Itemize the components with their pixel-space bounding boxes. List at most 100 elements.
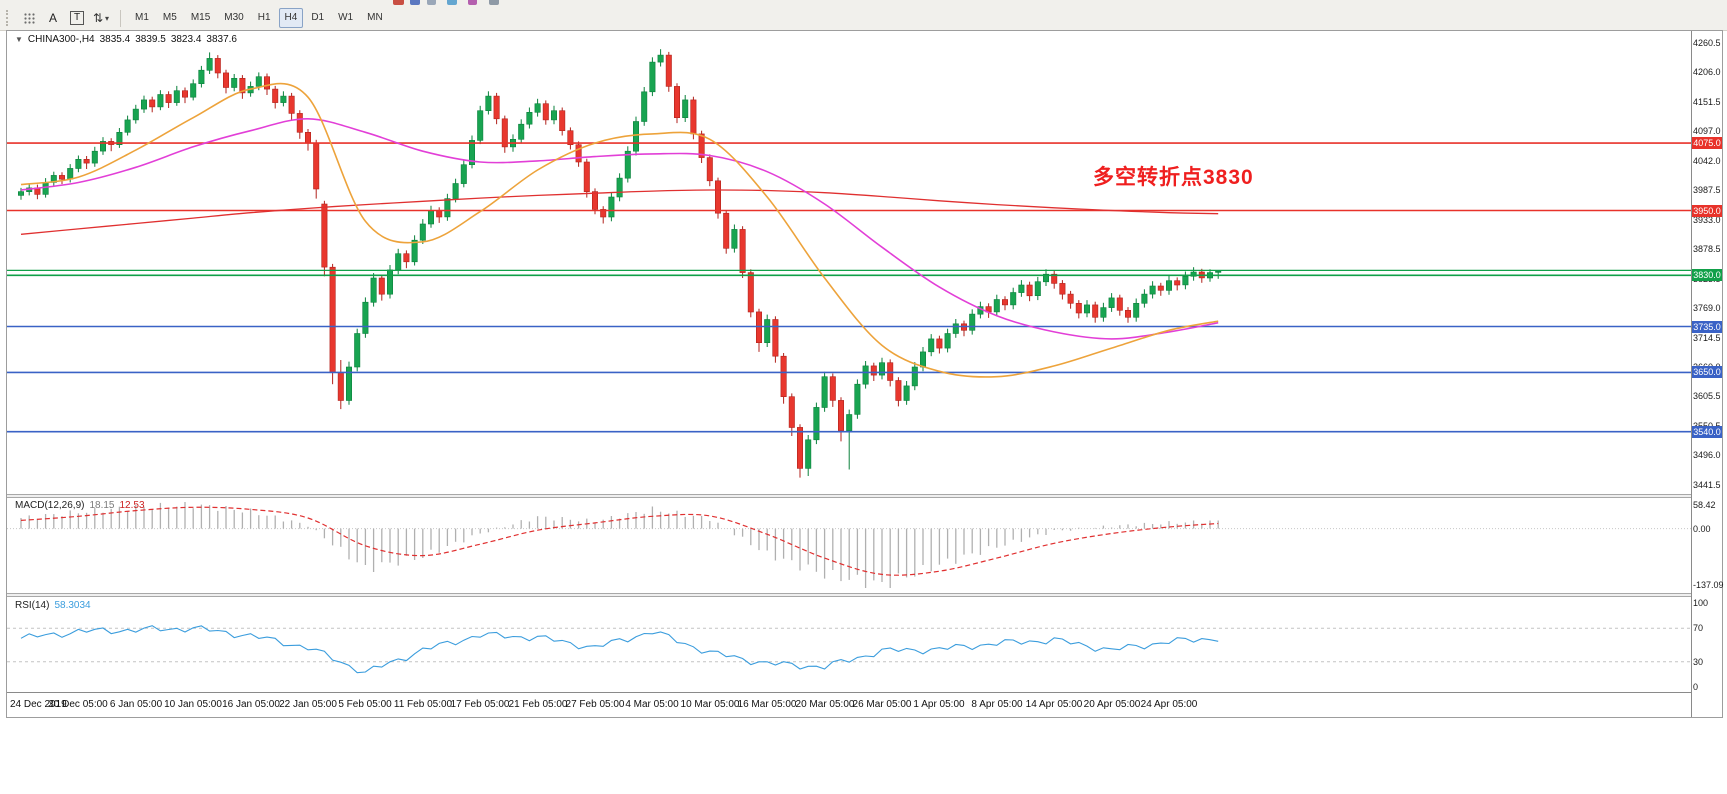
time-tick-label: 30 Dec 05:00	[48, 699, 108, 710]
time-tick-label: 16 Jan 05:00	[222, 699, 280, 710]
horizontal-level-lines[interactable]	[7, 142, 1691, 433]
clipped-toolbar-row	[0, 0, 1727, 6]
cursor-arrows-icon: ⇅	[92, 11, 104, 25]
clipped-icon-fragment	[447, 0, 457, 5]
price-level-badge-3540.0: 3540.0	[1692, 426, 1722, 438]
ma-fast-orange-line	[20, 82, 1219, 378]
time-tick-label: 16 Mar 05:00	[737, 699, 797, 710]
macd-signal-value: 12.53	[119, 500, 145, 511]
price-tick-label: 4097.0	[1693, 126, 1721, 136]
price-level-badge-3830.0: 3830.0	[1692, 269, 1722, 281]
price-tick-label: 3441.5	[1693, 480, 1721, 490]
time-tick-label: 11 Feb 05:00	[393, 699, 453, 710]
time-tick-label: 6 Jan 05:00	[109, 699, 163, 710]
tf-button-m15[interactable]: M15	[190, 12, 211, 23]
pane-divider-macd[interactable]	[7, 494, 1722, 498]
time-tick-label: 10 Mar 05:00	[680, 699, 740, 710]
macd-pane[interactable]	[7, 498, 1691, 593]
toolbar: A T ⇅ ▾ M1 M5 M15 M30 H1 H4 D1 W1 MN	[0, 6, 1727, 31]
rsi-value: 58.3034	[54, 600, 91, 611]
price-tick-label: 3987.5	[1693, 185, 1721, 195]
rsi-label: RSI(14) 58.3034	[15, 600, 91, 611]
low-value: 3823.4	[170, 34, 202, 45]
close-value: 3837.6	[206, 34, 237, 45]
rsi-pane[interactable]	[7, 597, 1691, 692]
time-tick-label: 8 Apr 05:00	[971, 699, 1023, 710]
price-tick-label: 3878.5	[1693, 244, 1721, 254]
high-value: 3839.5	[135, 34, 166, 45]
menu-grid-icon-button[interactable]	[18, 7, 40, 29]
time-tick-label: 27 Feb 05:00	[565, 699, 625, 710]
open-value: 3835.4	[99, 34, 131, 45]
price-level-badge-3735.0: 3735.0	[1692, 321, 1722, 333]
price-level-badge-4075.0: 4075.0	[1692, 137, 1722, 149]
time-tick-label: 26 Mar 05:00	[852, 699, 912, 710]
ma-slow-red-line	[20, 189, 1219, 235]
toolbar-gripper[interactable]	[6, 10, 11, 26]
time-tick-label: 22 Jan 05:00	[279, 699, 337, 710]
time-tick-label: 14 Apr 05:00	[1025, 699, 1083, 710]
rsi-name: RSI(14)	[15, 600, 50, 611]
time-tick-label: 21 Feb 05:00	[508, 699, 568, 710]
letter-a-icon: A	[48, 11, 57, 25]
macd-name: MACD(12,26,9)	[15, 500, 85, 511]
rsi-tick-label: 100	[1693, 598, 1709, 608]
toolbar-separator	[120, 9, 121, 27]
macd-tick-label: 58.42	[1693, 500, 1716, 510]
macd-label: MACD(12,26,9) 18.15 12.53	[15, 500, 145, 511]
tf-button-h4[interactable]: H4	[278, 8, 304, 28]
macd-histogram	[20, 502, 1219, 588]
price-tick-label: 3496.0	[1693, 450, 1721, 460]
price-tick-label: 4042.0	[1693, 156, 1721, 166]
tf-button-m1[interactable]: M1	[135, 12, 149, 23]
macd-tick-label: -137.09	[1693, 580, 1724, 590]
cursor-tool-dropdown[interactable]: ⇅ ▾	[90, 7, 112, 29]
timeframe-buttons: M1 M5 M15 M30 H1 H4 D1 W1 MN	[128, 8, 390, 28]
rsi-tick-label: 0	[1693, 682, 1699, 692]
tf-button-h1[interactable]: H1	[257, 12, 271, 23]
time-tick-label: 20 Mar 05:00	[795, 699, 855, 710]
collapse-icon[interactable]: ▼	[15, 35, 23, 44]
time-tick-label: 20 Apr 05:00	[1083, 699, 1141, 710]
time-axis[interactable]: 24 Dec 2019 30 Dec 05:00 6 Jan 05:00 10 Jan…	[7, 692, 1691, 717]
chart-annotation[interactable]: 多空转折点3830	[1093, 166, 1254, 189]
tf-button-w1[interactable]: W1	[338, 12, 354, 23]
chevron-down-icon: ▾	[105, 13, 110, 23]
clipped-icon-fragment	[468, 0, 477, 5]
price-level-badge-3650.0: 3650.0	[1692, 366, 1722, 378]
time-tick-label: 5 Feb 05:00	[338, 699, 392, 710]
chart-title: ▼ CHINA300-,H4 3835.4 3839.5 3823.4 3837…	[15, 34, 237, 45]
letter-t-icon: T	[69, 11, 85, 25]
price-tick-label: 4151.5	[1693, 97, 1721, 107]
tf-button-d1[interactable]: D1	[311, 12, 325, 23]
pane-divider-rsi[interactable]	[7, 593, 1722, 597]
symbol-timeframe-label: CHINA300-,H4	[27, 34, 95, 45]
time-tick-label: 10 Jan 05:00	[164, 699, 222, 710]
price-tick-label: 3769.0	[1693, 303, 1721, 313]
price-chart[interactable]	[7, 31, 1691, 494]
price-level-badge-3950.0: 3950.0	[1692, 205, 1722, 217]
text-tool-button[interactable]: A	[42, 7, 64, 29]
tf-button-m30[interactable]: M30	[224, 12, 244, 23]
clipped-icon-fragment	[410, 0, 420, 5]
tf-button-m5[interactable]: M5	[162, 12, 177, 23]
price-tick-label: 4206.0	[1693, 67, 1721, 77]
rsi-tick-label: 30	[1693, 657, 1704, 667]
clipped-icon-fragment	[393, 0, 404, 5]
tf-button-mn[interactable]: MN	[367, 12, 383, 23]
time-tick-label: 4 Mar 05:00	[625, 699, 679, 710]
price-tick-label: 3605.5	[1693, 391, 1721, 401]
ma-mid-magenta-line	[20, 117, 1219, 340]
clipped-icon-fragment	[427, 0, 436, 5]
price-axis[interactable]: 4260.5 4206.0 4151.5 4097.0 4042.0 3987.5 3933…	[1691, 31, 1724, 717]
rsi-tick-label: 70	[1693, 623, 1704, 633]
macd-main-value: 18.15	[89, 500, 115, 511]
macd-tick-label: 0.00	[1693, 524, 1711, 534]
rsi-line	[20, 625, 1219, 674]
chart-window: ▼ CHINA300-,H4 3835.4 3839.5 3823.4 3837…	[6, 30, 1724, 718]
text-label-tool-button[interactable]: T	[66, 7, 88, 29]
grid-icon	[23, 12, 35, 24]
time-tick-label: 24 Apr 05:00	[1140, 699, 1198, 710]
price-tick-label: 3714.5	[1693, 333, 1721, 343]
